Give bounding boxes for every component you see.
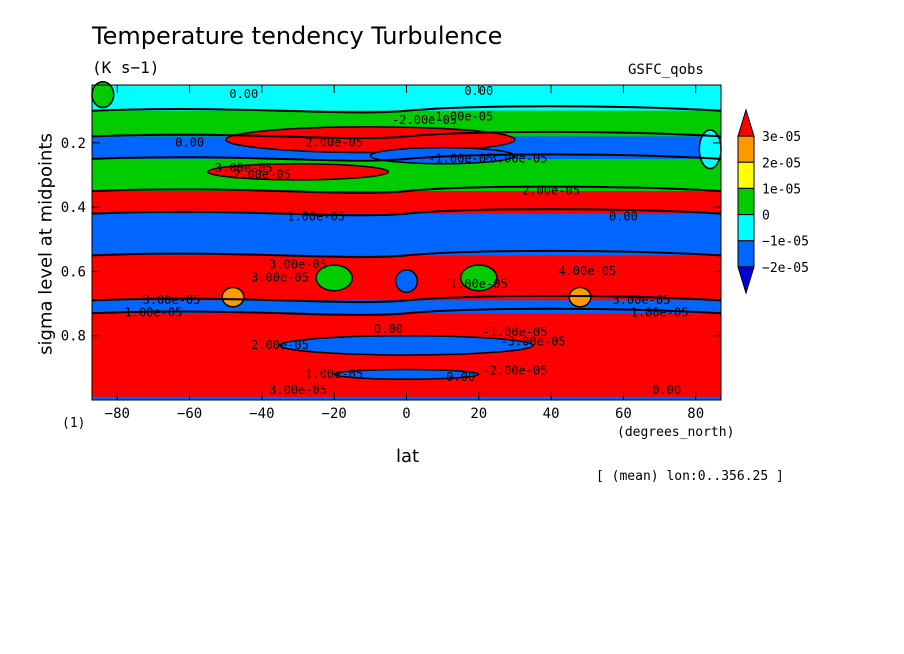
colorbar-label-2: 1e-05 (762, 182, 801, 197)
colorbar-segment-4 (737, 214, 755, 242)
contour-label-10: 2.00e-05 (522, 184, 580, 198)
contour-line-7 (91, 294, 722, 304)
contour-band-4 (92, 191, 721, 214)
contour-label-23: 2.00e-05 (251, 338, 309, 352)
contour-band-7 (92, 300, 721, 314)
x-tick-label-0: −80 (105, 406, 130, 422)
contour-patch-6 (459, 264, 498, 292)
contour-label-25: 1.00e-05 (305, 367, 363, 381)
data-source-label: GSFC_qobs (628, 62, 704, 78)
y-tick-label-1: 0.4 (61, 200, 86, 216)
colorbar-label-3: 0 (762, 209, 770, 224)
contour-label-26: 0.00 (446, 370, 475, 384)
contour-label-0: 0.00 (229, 87, 258, 101)
contour-line-1 (91, 105, 722, 114)
contour-label-29: 0.00 (652, 383, 681, 397)
contour-band-3 (92, 158, 721, 192)
contour-label-2: 0.00 (175, 135, 204, 149)
contour-patch-7 (394, 269, 419, 294)
contour-line-5 (91, 208, 722, 217)
contour-label-15: 4.00e-05 (558, 264, 616, 278)
contour-patch-5 (315, 264, 354, 292)
contour-label-6: -1.00e-05 (428, 151, 493, 165)
contour-band-5 (92, 213, 721, 256)
contour-line-4 (91, 185, 722, 194)
contour-label-21: 0.00 (374, 322, 403, 336)
contour-label-20: 1.00e-05 (631, 306, 689, 320)
contour-label-17: 3.00e-05 (143, 293, 201, 307)
x-axis-label: lat (396, 446, 420, 467)
contour-label-9: 2.00e-05 (233, 168, 291, 182)
contour-label-3: -2.00e-05 (392, 113, 457, 127)
contour-patch-9 (568, 286, 592, 308)
contour-label-11: 1.00e-05 (287, 209, 345, 223)
colorbar-label-5: −2e-05 (762, 261, 809, 276)
x-tick-label-8: 80 (687, 406, 704, 422)
colorbar-label-0: 3e-05 (762, 130, 801, 145)
contour-label-28: 3.00e-05 (269, 383, 327, 397)
x-tick-label-6: 40 (543, 406, 560, 422)
contour-label-16: 1.00e-05 (450, 277, 508, 291)
x-tick-label-3: −20 (322, 406, 347, 422)
colorbar-segment-0 (737, 108, 755, 137)
contour-label-13: 3.00e-05 (269, 258, 327, 272)
y-tick-label-0: 0.2 (61, 136, 86, 152)
x-tick-label-1: −60 (177, 406, 202, 422)
contour-label-8: 3.00e-05 (215, 161, 273, 175)
colorbar-segment-6 (737, 266, 755, 295)
contour-patch-3 (279, 334, 534, 356)
contour-label-24: -3.00e-05 (501, 335, 566, 349)
averaging-footnote: [ (mean) lon:0..356.25 ] (596, 469, 784, 484)
colorbar-segment-1 (737, 135, 755, 163)
x-axis-units: (degrees_north) (617, 425, 735, 440)
x-tick-label-2: −40 (249, 406, 274, 422)
contour-label-4: -1.00e-05 (428, 110, 493, 124)
x-tick-label-5: 20 (470, 406, 487, 422)
y-axis-note: (1) (62, 416, 86, 431)
colorbar-label-4: −1e-05 (762, 235, 809, 250)
y-tick-label-3: 0.8 (61, 329, 86, 345)
contour-line-6 (91, 249, 722, 259)
colorbar-segment-5 (737, 240, 755, 268)
colorbar-label-1: 2e-05 (762, 156, 801, 171)
x-tick-label-4: 0 (402, 406, 410, 422)
contour-patch-8 (221, 286, 245, 308)
contour-line-2 (91, 130, 722, 140)
chart-title: Temperature tendency Turbulence (92, 22, 503, 50)
contour-label-18: 3.00e-05 (613, 293, 671, 307)
x-tick-label-7: 60 (615, 406, 632, 422)
contour-line-8 (91, 307, 722, 316)
y-tick-label-2: 0.6 (61, 264, 86, 280)
contour-label-22: -1.00e-05 (482, 325, 547, 339)
contour-label-19: 1.00e-05 (125, 306, 183, 320)
colorbar-segment-3 (737, 187, 755, 216)
chart-units: (K s−1) (92, 58, 160, 77)
contour-patch-11 (91, 81, 115, 109)
contour-label-12: 0.00 (609, 209, 638, 223)
contour-patch-2 (206, 163, 390, 181)
colorbar-segment-2 (737, 161, 755, 189)
contour-line-3 (91, 153, 722, 162)
contour-label-7: -3.00e-05 (482, 151, 547, 165)
contour-label-14: 3.00e-05 (251, 270, 309, 284)
contour-patch-4 (333, 368, 480, 380)
contour-label-27: -2.00e-05 (482, 364, 547, 378)
contour-label-5: 2.00e-05 (305, 135, 363, 149)
